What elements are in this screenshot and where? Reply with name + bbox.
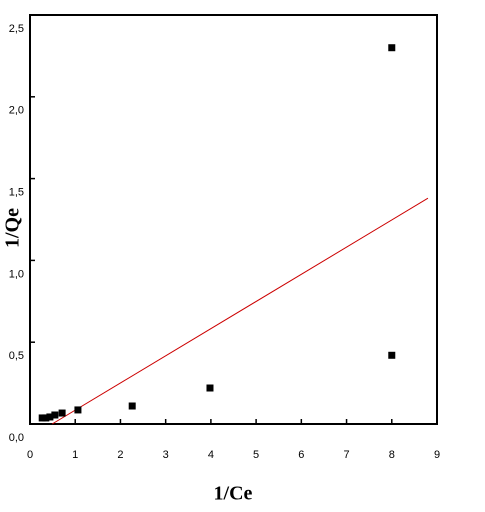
x-tick-label: 4 xyxy=(208,449,214,461)
y-tick-label: 0,0 xyxy=(9,432,24,444)
data-point xyxy=(42,414,50,422)
data-point xyxy=(128,402,136,410)
plot-frame xyxy=(29,14,438,425)
x-tick-label: 7 xyxy=(343,449,349,461)
data-point xyxy=(46,413,54,421)
data-point xyxy=(58,409,66,417)
y-tick-label: 0,5 xyxy=(9,350,24,362)
y-tick-label: 1,0 xyxy=(9,268,24,280)
x-tick-label: 2 xyxy=(117,449,123,461)
data-point xyxy=(206,384,214,392)
data-point xyxy=(388,44,396,52)
x-tick-label: 0 xyxy=(27,449,33,461)
data-point xyxy=(388,351,396,359)
x-tick-label: 3 xyxy=(163,449,169,461)
y-axis-title: 1/Qe xyxy=(2,208,24,248)
data-point xyxy=(74,406,82,414)
y-tick-label: 2,5 xyxy=(9,23,24,35)
data-point xyxy=(51,411,59,419)
y-tick-label: 1,5 xyxy=(9,187,24,199)
x-tick-label: 9 xyxy=(434,449,440,461)
y-tick-label: 2,0 xyxy=(9,105,24,117)
data-point xyxy=(38,414,46,422)
x-tick-label: 5 xyxy=(253,449,259,461)
fit-line xyxy=(51,197,429,425)
x-tick-label: 1 xyxy=(72,449,78,461)
x-tick-label: 6 xyxy=(298,449,304,461)
x-tick-label: 8 xyxy=(389,449,395,461)
x-axis-title: 1/Ce xyxy=(214,483,253,505)
